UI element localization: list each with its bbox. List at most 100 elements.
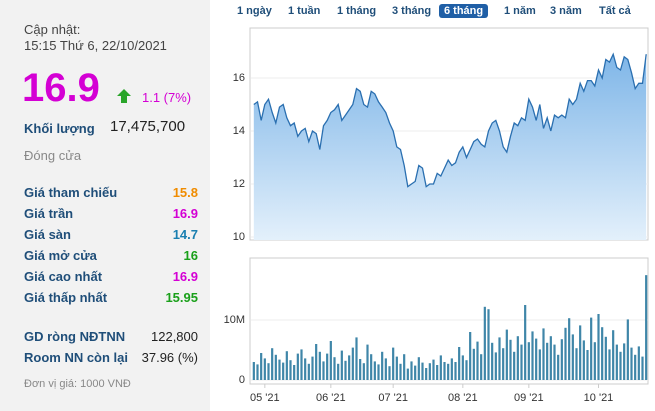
volume-bar	[384, 358, 387, 380]
volume-bar	[329, 341, 332, 380]
volume-bar	[557, 354, 560, 380]
range-tab[interactable]: 3 tháng	[392, 5, 432, 17]
volume-bar	[344, 360, 347, 380]
volume-bar	[498, 337, 501, 380]
volume-bar	[326, 353, 329, 380]
volume-bar	[637, 346, 640, 380]
volume-bar	[553, 344, 556, 380]
volume-bar	[483, 306, 486, 380]
volume-bar	[410, 361, 413, 380]
volume-bar	[366, 344, 369, 380]
volume-bar	[388, 366, 391, 380]
volume-bar	[392, 347, 395, 380]
volume-bar	[432, 359, 435, 380]
x-tick-label: 09 '21	[514, 392, 544, 404]
volume-bar	[502, 348, 505, 380]
plot-frame	[249, 257, 649, 385]
volume-bar	[538, 349, 541, 380]
volume-bar	[608, 349, 611, 380]
volume-bar	[337, 363, 340, 380]
volume-bar	[403, 354, 406, 380]
volume-bar	[260, 353, 263, 380]
volume-bar	[395, 356, 398, 380]
volume-bar	[575, 348, 578, 380]
volume-bar	[520, 344, 523, 380]
price-line	[253, 52, 647, 188]
info-panel: Cập nhật: 15:15 Thứ 6, 22/10/2021 16.9 1…	[0, 0, 210, 411]
volume-bar	[333, 357, 336, 380]
volume-bar	[568, 318, 571, 380]
row-value: 16.9	[172, 269, 198, 284]
volume-bar	[476, 341, 479, 380]
range-tab[interactable]: 1 ngày	[237, 5, 272, 17]
foreign-label: Room NN còn lại	[24, 350, 129, 365]
y-tick-label: 12	[233, 178, 245, 190]
up-arrow	[117, 89, 131, 103]
volume-bar	[564, 327, 567, 380]
volume: 17,475,700	[110, 118, 186, 135]
volume-bar	[535, 338, 538, 380]
volume-bar	[579, 325, 582, 380]
volume-bar	[472, 348, 475, 380]
volume-bar	[505, 329, 508, 380]
volume-bar	[263, 358, 266, 380]
volume-bar	[267, 363, 270, 380]
volume-bar	[469, 332, 472, 380]
row-value: 16.9	[172, 206, 198, 221]
volume-bar	[571, 334, 574, 380]
range-tab[interactable]: Tất cả	[599, 5, 631, 17]
y-tick-label: 0	[239, 374, 245, 386]
volume-bar	[359, 359, 362, 380]
volume-bar	[315, 344, 318, 380]
unit-note: Đơn vị giá: 1000 VNĐ	[24, 378, 131, 390]
volume-bar	[436, 365, 439, 380]
volume-bar	[311, 356, 314, 380]
volume-bar	[604, 336, 607, 380]
volume-bar	[296, 353, 299, 380]
volume-bar	[487, 309, 490, 380]
volume-bar	[322, 361, 325, 380]
x-tick-label: 06 '21	[316, 392, 346, 404]
range-tab[interactable]: 1 tuần	[288, 5, 321, 17]
volume-bar	[480, 354, 483, 380]
row-label: Giá cao nhất	[24, 269, 103, 284]
volume-bar	[590, 317, 593, 380]
volume-bar	[612, 330, 615, 380]
range-tab[interactable]: 6 tháng	[439, 4, 489, 18]
volume-bar	[546, 342, 549, 380]
range-tab[interactable]: 1 năm	[504, 5, 536, 17]
volume-bar	[421, 362, 424, 380]
foreign-value: 122,800	[151, 329, 198, 344]
volume-bar	[461, 355, 464, 380]
volume-bar	[351, 347, 354, 380]
volume-bar	[524, 305, 527, 380]
volume-bar	[304, 358, 307, 380]
volume-bar	[377, 364, 380, 380]
volume-bar	[513, 351, 516, 380]
price: 16.9	[22, 66, 100, 110]
volume-bar	[615, 344, 618, 380]
volume-bar	[542, 328, 545, 380]
price-change: 1.1 (7%)	[142, 90, 192, 105]
volume-bar	[641, 356, 644, 380]
volume-bar	[355, 337, 358, 380]
volume-bar	[289, 360, 292, 380]
updated-label: Cập nhật:	[24, 22, 81, 37]
volume-bar	[256, 364, 259, 380]
volume-bar	[601, 327, 604, 380]
volume-bar	[414, 365, 417, 380]
range-tab[interactable]: 1 tháng	[337, 5, 377, 17]
row-label: Giá sàn	[24, 227, 71, 242]
volume-bar	[645, 275, 648, 380]
volume-bar	[458, 347, 461, 380]
volume-bar	[417, 357, 420, 380]
volume-bar	[307, 363, 310, 380]
volume-bar	[348, 355, 351, 380]
row-label: Giá mở cửa	[24, 248, 97, 263]
volume-bar	[428, 363, 431, 380]
range-tab[interactable]: 3 năm	[550, 5, 582, 17]
volume-bar	[593, 342, 596, 380]
volume-bar	[318, 351, 321, 380]
row-value: 14.7	[172, 227, 198, 242]
volume-bar	[381, 351, 384, 380]
